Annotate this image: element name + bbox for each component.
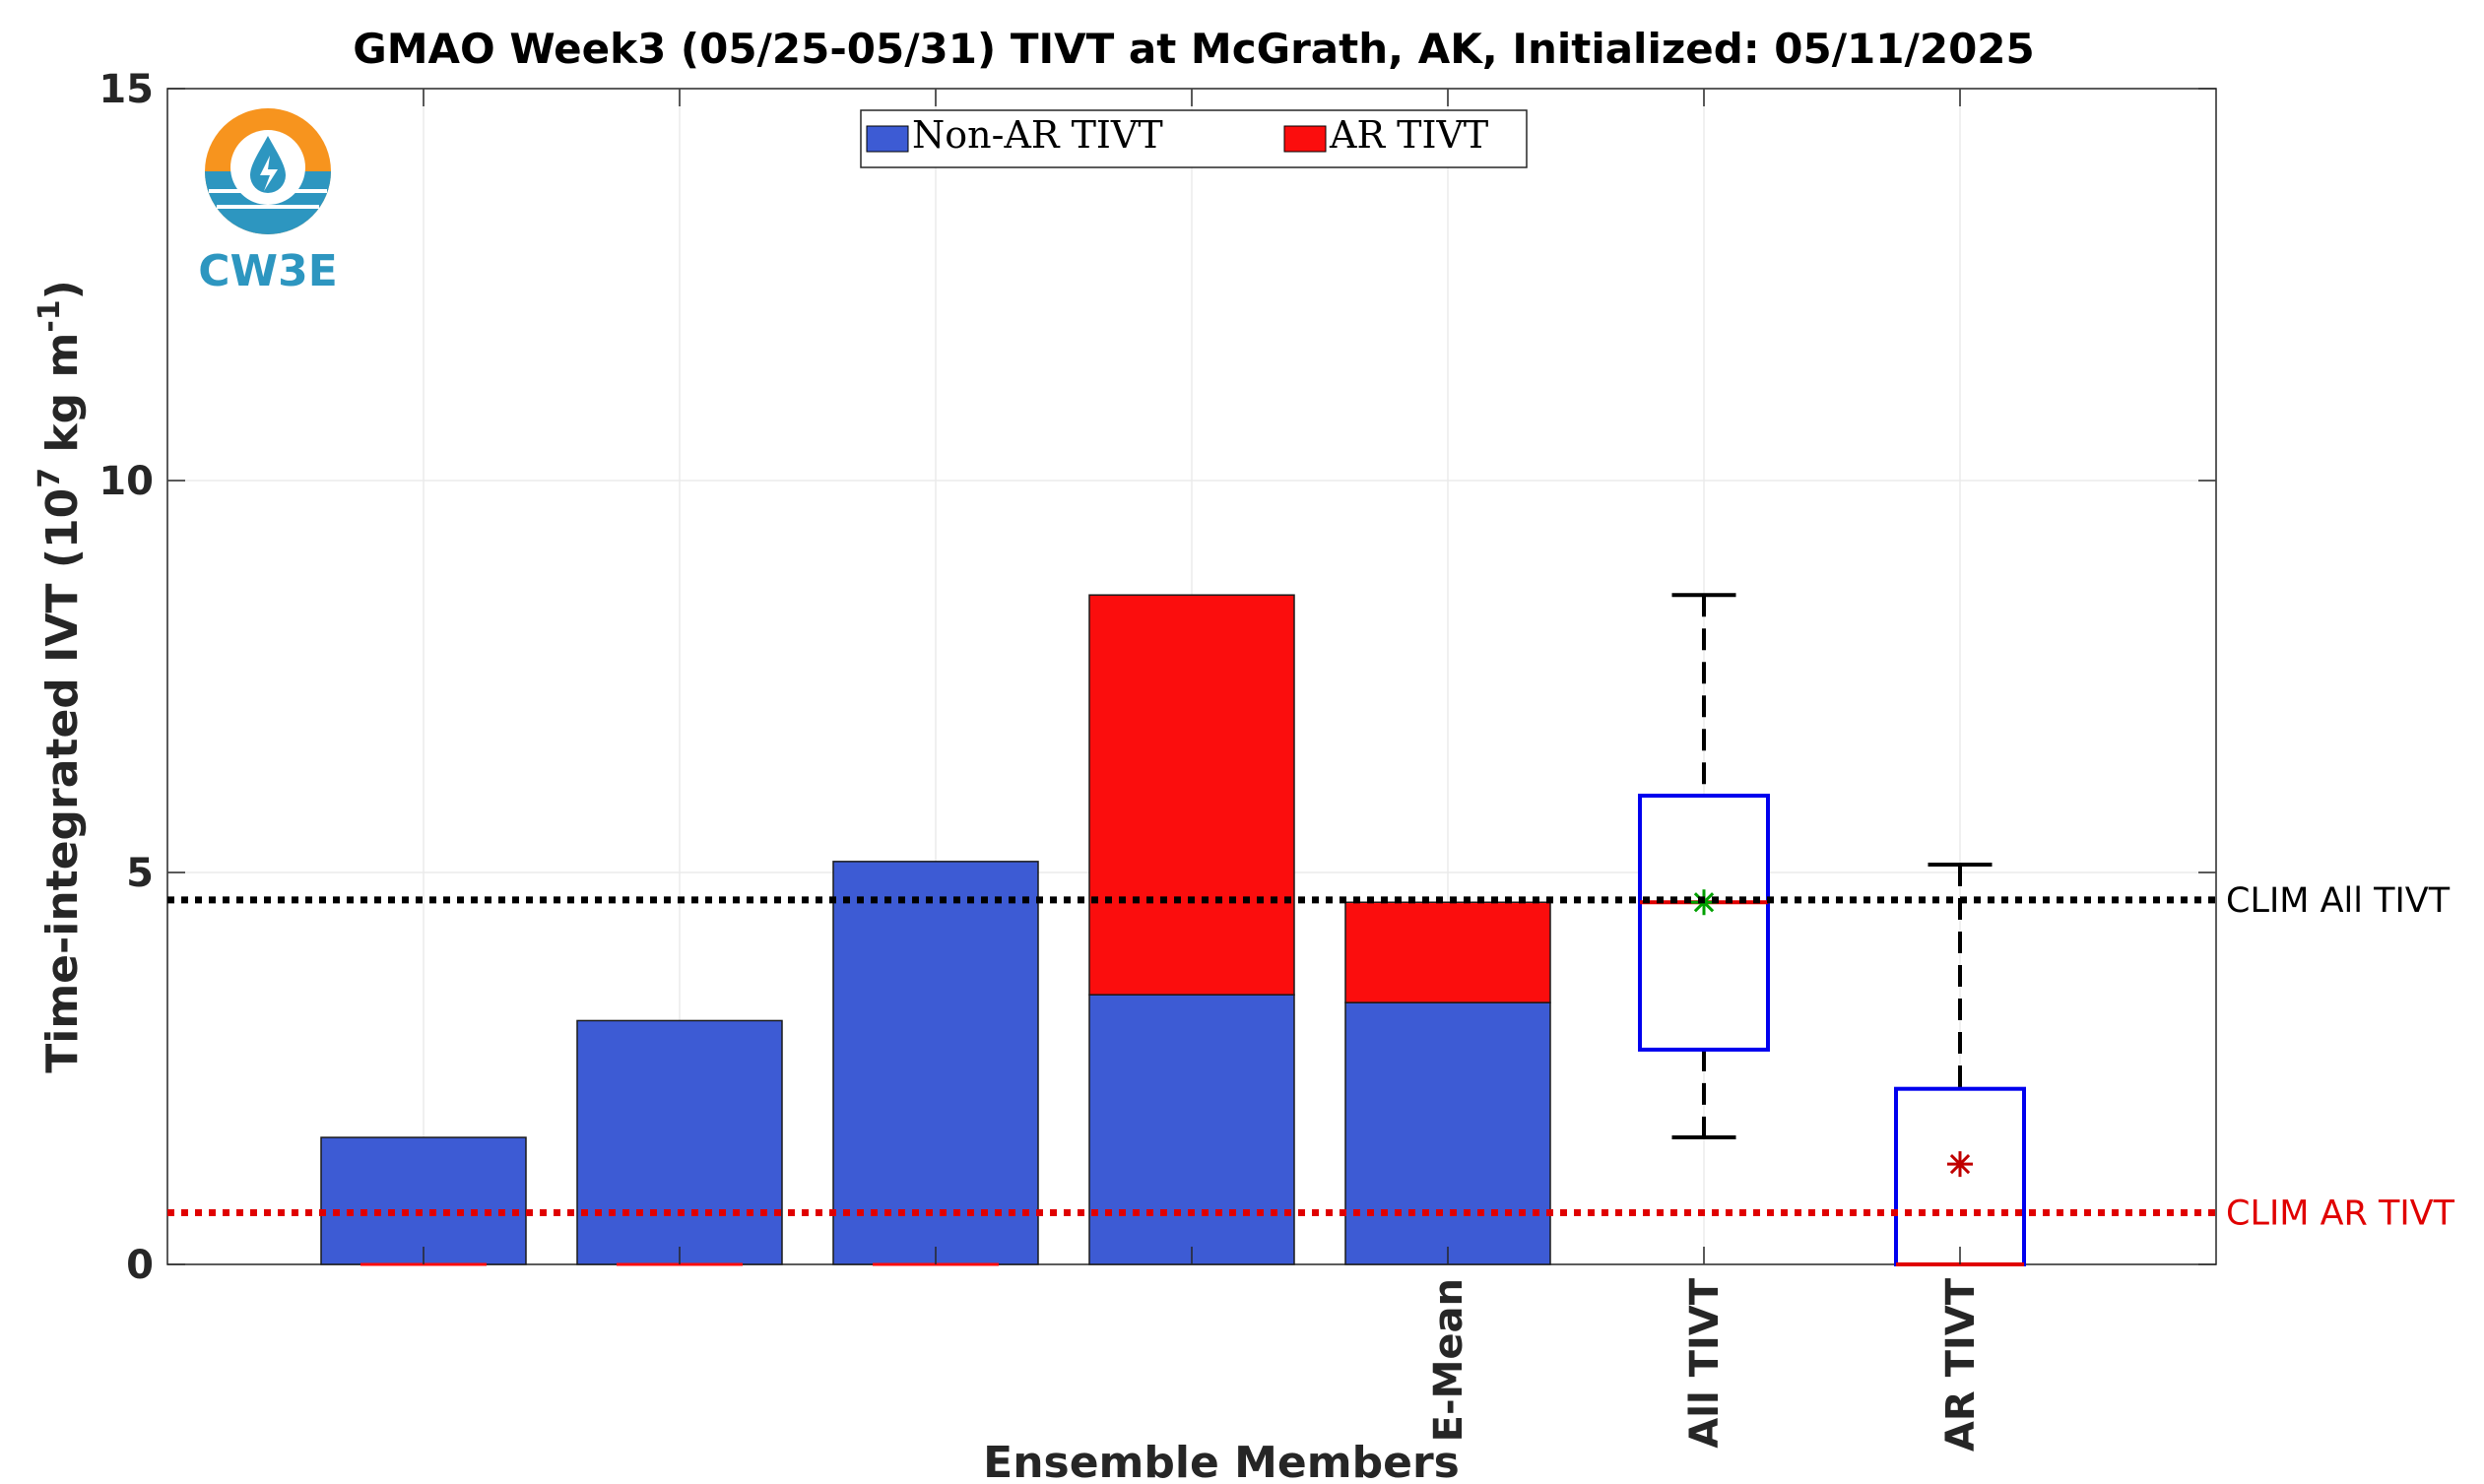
- legend-swatch-non-ar: [866, 125, 909, 153]
- legend-swatch-ar: [1283, 125, 1327, 153]
- y-ticks: 0 5 10 15: [98, 67, 2216, 1288]
- boxplot-box: [1894, 1086, 2026, 1267]
- y-tick-label: 0: [126, 1243, 154, 1288]
- logo-text: CW3E: [198, 246, 338, 296]
- x-tick-label: E-Mean: [1426, 1278, 1471, 1442]
- boxplot-box: [1638, 793, 1770, 1052]
- legend-box: [860, 109, 1528, 168]
- bar-ar: [1344, 901, 1551, 1003]
- y-tick-label: 10: [98, 459, 154, 504]
- chart-title: GMAO Week3 (05/25-05/31) TIVT at McGrath…: [353, 25, 2035, 73]
- bar-non-ar: [320, 1136, 527, 1265]
- x-axis-label: Ensemble Members: [983, 1438, 1460, 1484]
- legend: Non-AR TIVT AR TIVT: [860, 109, 1528, 168]
- reference-lines: CLIM All TIVT CLIM AR TIVT: [167, 881, 2455, 1233]
- x-ticks: E-Mean All TIVT AR TIVT: [423, 89, 1984, 1452]
- bar-non-ar: [1344, 1001, 1551, 1265]
- bar-ar: [1088, 594, 1295, 996]
- boxplot-mean-marker: [1947, 1151, 1973, 1178]
- cw3e-logo: CW3E: [198, 108, 338, 296]
- x-tick-label: AR TIVT: [1938, 1277, 1984, 1452]
- bar-non-ar: [832, 861, 1039, 1265]
- mean-marker-stroke: [1949, 1153, 1971, 1175]
- reference-line-label: CLIM AR TIVT: [2226, 1194, 2455, 1233]
- bar-non-ar: [1088, 994, 1295, 1265]
- y-axis-label: Time-integrated IVT (107 kg m-1): [33, 280, 88, 1073]
- legend-label-non-ar: Non-AR TIVT: [912, 113, 1163, 157]
- y-tick-label: 5: [126, 851, 154, 896]
- y-tick-label: 15: [98, 67, 154, 112]
- x-tick-label: All TIVT: [1682, 1277, 1728, 1448]
- legend-label-ar: AR TIVT: [1329, 113, 1488, 157]
- logo-bolt-icon: [260, 156, 278, 191]
- reference-line-label: CLIM All TIVT: [2226, 881, 2451, 921]
- bar-non-ar: [576, 1019, 783, 1265]
- boxplots: [1638, 593, 2026, 1267]
